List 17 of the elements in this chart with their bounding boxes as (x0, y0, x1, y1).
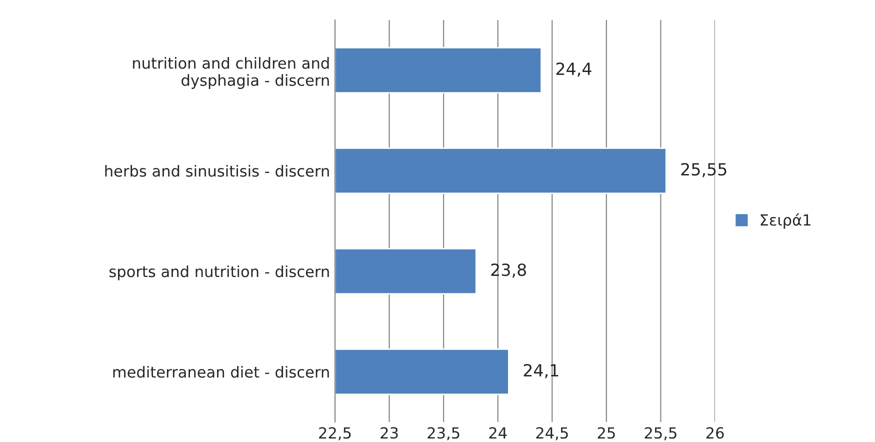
y-tick-label: sports and nutrition - discern (110, 265, 329, 280)
x-tick-label: 26 (706, 427, 724, 439)
y-tick-label: herbs and sinusitisis - discern (105, 164, 329, 177)
x-tick-label: 24,5 (536, 427, 568, 440)
x-tick-label: 22,5 (319, 427, 351, 440)
x-tick-label: 24 (489, 427, 507, 438)
y-tick-label: nutrition and children and dysphagia - discern (133, 57, 329, 89)
data-label: 25,55 (681, 162, 726, 178)
x-tick-label: 25,5 (644, 427, 676, 440)
data-label: 24,4 (556, 62, 592, 77)
x-tick-label: 25 (598, 427, 615, 439)
legend-label: Σειρά1 (760, 213, 810, 229)
data-label: 24,1 (524, 364, 558, 378)
x-tick-label: 23 (380, 427, 398, 439)
x-tick-label: 23,5 (428, 427, 460, 440)
data-label: 23,8 (491, 263, 526, 278)
y-tick-label: mediterranean diet - discern (113, 366, 329, 378)
